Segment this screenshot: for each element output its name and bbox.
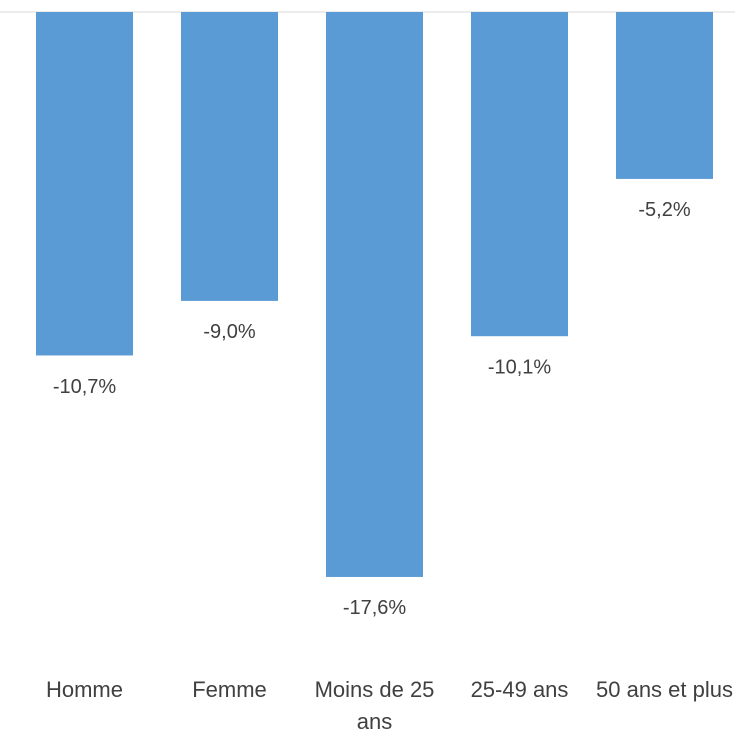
x-tick-label: Femme [192,677,267,702]
bar [36,12,133,356]
bar [471,12,568,337]
x-tick-label: Homme [45,677,123,702]
bar [616,12,713,179]
bar [181,12,278,301]
value-label: -17,6% [343,597,407,619]
x-tick-label: Moins de 25 ans [314,677,435,734]
value-label: -9,0% [203,321,255,343]
value-label: -10,7% [53,376,117,398]
value-label: -10,1% [488,356,552,378]
bar [326,12,423,577]
value-label: -5,2% [638,199,690,221]
x-tick-label: 50 ans et plus [596,677,733,702]
x-tick-label: 25-49 ans [470,677,569,702]
